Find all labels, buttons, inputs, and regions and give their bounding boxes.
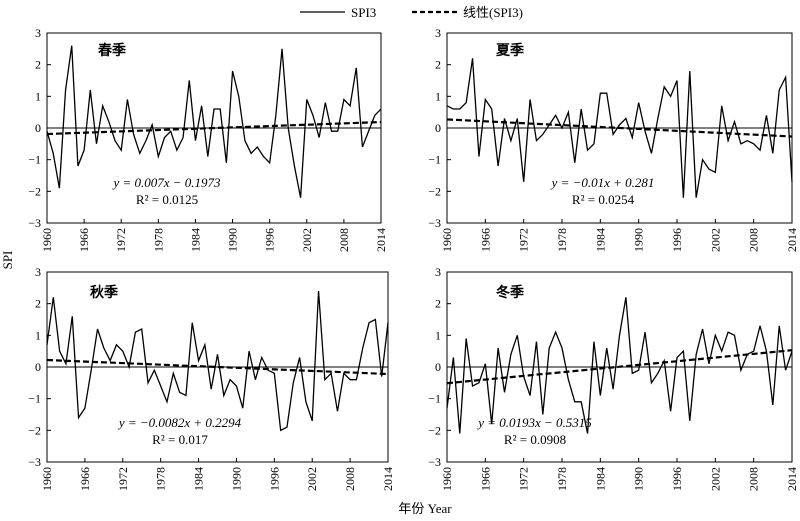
y-tick-label: 3 bbox=[35, 265, 41, 279]
x-tick-label: 1984 bbox=[192, 467, 206, 491]
x-tick-label: 1996 bbox=[670, 228, 684, 252]
x-tick-label: 1960 bbox=[40, 228, 54, 252]
x-tick-label: 1972 bbox=[517, 467, 531, 491]
x-tick-label: 2002 bbox=[305, 467, 319, 491]
y-tick-label: −3 bbox=[28, 455, 41, 469]
x-tick-label: 1990 bbox=[226, 228, 240, 252]
x-tick-label: 2014 bbox=[381, 467, 395, 491]
r-squared: R² = 0.0254 bbox=[572, 192, 635, 207]
y-tick-label: 0 bbox=[435, 121, 441, 135]
x-tick-label: 1966 bbox=[478, 228, 492, 252]
y-tick-label: −1 bbox=[428, 392, 441, 406]
y-tick-label: −2 bbox=[28, 423, 41, 437]
trend-line bbox=[446, 118, 793, 138]
trend-line bbox=[446, 349, 793, 385]
y-tick-label: −2 bbox=[428, 423, 441, 437]
y-tick-label: −3 bbox=[28, 216, 41, 230]
spi3-series-line bbox=[446, 297, 793, 434]
y-tick-label: 0 bbox=[435, 360, 441, 374]
y-tick-label: −3 bbox=[428, 455, 441, 469]
x-tick-label: 2002 bbox=[708, 467, 722, 491]
x-tick-label: 1978 bbox=[555, 228, 569, 252]
trend-line bbox=[46, 358, 389, 376]
trend-equation: y = −0.01x + 0.281 bbox=[550, 175, 655, 190]
panel-3: −3 −2 −1 0 1 2 3 1960 1966 1972 1978 1984 1990 1996 20… bbox=[28, 265, 395, 491]
panel-title: 秋季 bbox=[90, 284, 118, 301]
x-tick-label: 1996 bbox=[267, 467, 281, 491]
y-tick-label: −2 bbox=[428, 184, 441, 198]
panel-1: −3 −2 −1 0 1 2 3 1960 1966 1972 1978 1984 1990 1996 20… bbox=[28, 26, 388, 252]
x-tick-label: 1996 bbox=[263, 228, 277, 252]
trend-equation: y = 0.007x − 0.1973 bbox=[111, 175, 221, 190]
y-tick-label: 1 bbox=[435, 328, 441, 342]
x-tick-label: 1960 bbox=[440, 228, 454, 252]
x-tick-label: 1978 bbox=[151, 228, 165, 252]
x-tick-label: 1972 bbox=[114, 228, 128, 252]
panel-4: −3 −2 −1 0 1 2 3 1960 1966 1972 1978 1984 1990 1996 20… bbox=[428, 265, 799, 491]
x-axis-label: 年份 Year bbox=[398, 501, 452, 516]
x-tick-label: 1990 bbox=[632, 467, 646, 491]
panel-title: 春季 bbox=[97, 42, 126, 59]
panel-2: −3 −2 −1 0 1 2 3 1960 1966 1972 1978 1984 1990 1996 20… bbox=[428, 26, 799, 252]
x-tick-label: 1960 bbox=[40, 467, 54, 491]
x-tick-label: 1996 bbox=[670, 467, 684, 491]
y-tick-label: −2 bbox=[28, 184, 41, 198]
y-tick-label: 2 bbox=[435, 297, 441, 311]
x-tick-label: 2014 bbox=[785, 228, 799, 252]
r-squared: R² = 0.0125 bbox=[136, 192, 198, 207]
x-tick-label: 1990 bbox=[229, 467, 243, 491]
x-tick-label: 1978 bbox=[555, 467, 569, 491]
x-tick-label: 1984 bbox=[188, 228, 202, 252]
x-tick-label: 1978 bbox=[154, 467, 168, 491]
y-tick-label: 1 bbox=[435, 89, 441, 103]
y-tick-label: 3 bbox=[435, 26, 441, 40]
legend-solid-label: SPI3 bbox=[351, 5, 376, 20]
x-tick-label: 1972 bbox=[517, 228, 531, 252]
y-tick-label: 3 bbox=[35, 26, 41, 40]
x-tick-label: 1984 bbox=[593, 467, 607, 491]
y-tick-label: 2 bbox=[435, 58, 441, 72]
x-tick-label: 2014 bbox=[785, 467, 799, 491]
y-tick-label: 1 bbox=[35, 89, 41, 103]
y-tick-label: 0 bbox=[35, 121, 41, 135]
x-tick-label: 1966 bbox=[78, 467, 92, 491]
panel-title: 夏季 bbox=[496, 42, 524, 59]
trend-equation: y = −0.0082x + 0.2294 bbox=[117, 415, 242, 430]
legend: SPI3 线性(SPI3) bbox=[300, 5, 523, 20]
x-tick-label: 1990 bbox=[632, 228, 646, 252]
x-tick-label: 2008 bbox=[747, 228, 761, 252]
y-tick-label: 1 bbox=[35, 328, 41, 342]
y-tick-label: −1 bbox=[428, 153, 441, 167]
y-axis-label: SPI bbox=[0, 251, 15, 270]
y-tick-label: 2 bbox=[35, 297, 41, 311]
x-tick-label: 1972 bbox=[116, 467, 130, 491]
x-tick-label: 1966 bbox=[77, 228, 91, 252]
legend-dashed-label: 线性(SPI3) bbox=[463, 5, 523, 20]
x-tick-label: 2014 bbox=[374, 228, 388, 252]
x-tick-label: 1984 bbox=[593, 228, 607, 252]
spi3-series-line bbox=[46, 45, 382, 198]
x-tick-label: 2008 bbox=[343, 467, 357, 491]
r-squared: R² = 0.0908 bbox=[504, 432, 566, 447]
trend-equation: y = 0.0193x − 0.5315 bbox=[476, 415, 592, 430]
y-tick-label: −1 bbox=[28, 392, 41, 406]
y-tick-label: 2 bbox=[35, 58, 41, 72]
y-tick-label: −3 bbox=[428, 216, 441, 230]
panel-title: 冬季 bbox=[496, 284, 524, 301]
y-tick-label: −1 bbox=[28, 153, 41, 167]
spi3-series-line bbox=[446, 58, 793, 198]
x-tick-label: 1960 bbox=[440, 467, 454, 491]
x-tick-label: 2008 bbox=[747, 467, 761, 491]
x-tick-label: 2008 bbox=[337, 228, 351, 252]
x-tick-label: 2002 bbox=[300, 228, 314, 252]
x-tick-label: 2002 bbox=[708, 228, 722, 252]
y-tick-label: 0 bbox=[35, 360, 41, 374]
x-tick-label: 1966 bbox=[478, 467, 492, 491]
y-tick-label: 3 bbox=[435, 265, 441, 279]
spi3-series-line bbox=[46, 290, 389, 432]
r-squared: R² = 0.017 bbox=[152, 432, 208, 447]
trend-line bbox=[46, 120, 382, 136]
